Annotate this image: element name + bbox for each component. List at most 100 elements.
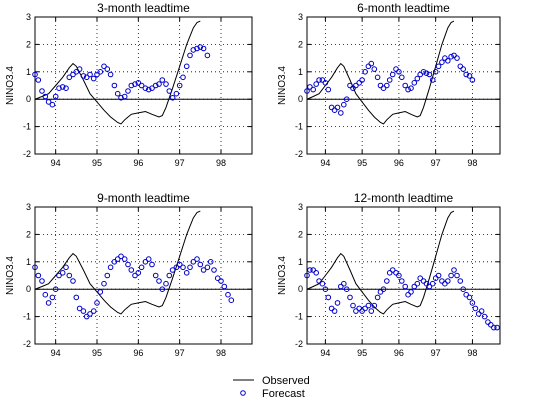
panel-1-forecast-point-1: [32, 71, 38, 78]
panel-4-forecast-point-22: [368, 308, 375, 314]
panel-4-forecast-point-25: [377, 289, 384, 295]
panel-1-forecast-point-51: [204, 52, 211, 59]
panel-1-forecast-point-50: [200, 45, 207, 52]
panel-3-forecast-point-36: [152, 272, 159, 279]
legend-forecast-swatch: [240, 390, 246, 396]
panel-1-forecast-point-42: [173, 90, 180, 97]
panel-3-forecast-point-11: [66, 272, 73, 279]
panel-3-forecast-point-12: [70, 278, 76, 284]
panel-3-forecast-point-32: [138, 264, 145, 271]
panel-4-forecast-point-21: [365, 302, 372, 309]
panel-3-forecast-point-28: [125, 261, 131, 268]
panel-1-forecast-point-28: [125, 88, 131, 94]
panel-1-forecast-point-19: [94, 71, 100, 78]
panel-4-forecast-point-46: [442, 280, 448, 287]
panel-3-forecast-point-7: [52, 286, 59, 293]
panel-2-forecast-point-51: [457, 63, 464, 70]
panel-4-forecast-point-9: [328, 305, 335, 312]
panel-3-forecast-point-19: [94, 300, 100, 306]
panel-4-forecast-point-15: [347, 294, 353, 301]
panel-3-ytick-label-2: -1: [23, 312, 31, 322]
panel-2-forecast-point-54: [466, 73, 473, 79]
panel-4-forecast-point-60: [485, 319, 491, 325]
panel-2-forecast-point-10: [331, 107, 338, 113]
panel-2-ylabel: NINO3.4: [277, 66, 288, 105]
panel-4-forecast-point-42: [429, 280, 436, 287]
panel-2-xtick-label-97: 97: [431, 158, 441, 168]
panel-3-forecast-point-47: [190, 259, 197, 265]
panel-2-forecast-point-44: [435, 63, 442, 70]
panel-4-title: 12-month leadtime: [354, 191, 454, 205]
panel-1-xtick-label-95: 95: [92, 158, 102, 168]
panel-2-ytick-label-6: 3: [298, 12, 303, 22]
panel-2-xtick-label-98: 98: [467, 158, 477, 168]
panel-1-forecast-point-18: [90, 75, 97, 82]
panel-4-forecast-point-31: [396, 272, 402, 279]
panel-4-forecast-point-54: [466, 294, 473, 301]
panel-4-forecast-point-53: [463, 291, 470, 298]
panel-1-forecast-point-32: [138, 82, 145, 89]
panel-1-forecast-point-35: [149, 85, 155, 91]
panel-4-ytick-label-4: 1: [298, 257, 303, 267]
panel-4-forecast-point-58: [478, 308, 485, 314]
panel-3-forecast-point-27: [121, 256, 128, 262]
panel-4-forecast-point-4: [313, 270, 320, 276]
panel-2-forecast-point-34: [405, 86, 411, 93]
panel-4-forecast-point-2: [307, 267, 313, 273]
panel-1-forecast-point-46: [187, 52, 193, 59]
panel-4-forecast-point-33: [402, 283, 409, 290]
panel-4-ytick-label-5: 2: [298, 229, 303, 239]
panel-3-forecast-point-41: [169, 267, 176, 273]
panel-2-forecast-point-19: [359, 77, 365, 83]
panel-2-forecast-point-52: [460, 66, 467, 72]
panel-4-forecast-point-51: [457, 278, 464, 284]
panel-2-forecast-point-5: [316, 77, 322, 83]
panel-1-title: 3-month leadtime: [97, 1, 190, 15]
panel-1-forecast-point-37: [156, 81, 162, 87]
panel-4-forecast-point-55: [469, 300, 476, 306]
panel-3-forecast-point-51: [204, 264, 211, 271]
panel-3-forecast-point-18: [90, 308, 97, 314]
panel-1-forecast-point-38: [159, 77, 166, 83]
panel-4-forecast-point-6: [319, 280, 326, 287]
panel-2-forecast-point-41: [426, 71, 433, 78]
panel-3-forecast-point-29: [128, 267, 135, 273]
panel-4-forecast-point-41: [426, 283, 433, 290]
panel-2-forecast-point-21: [365, 63, 372, 70]
panel-1-forecast-point-24: [111, 82, 118, 89]
panel-3-forecast-point-50: [200, 267, 207, 273]
panel-1-axes-frame: [34, 16, 253, 155]
panel-4-forecast-point-11: [334, 300, 341, 306]
panel-3-xtick-label-97: 97: [175, 348, 185, 358]
panel-3-forecast-point-45: [183, 270, 190, 276]
panel-1-forecast-point-4: [42, 93, 49, 100]
panel-2-forecast-point-27: [384, 82, 390, 89]
panel-1-xtick-label-94: 94: [51, 158, 61, 168]
panel-3-forecast-point-33: [142, 259, 149, 265]
panel-2-observed-line: [306, 20, 455, 125]
panel-2-title: 6-month leadtime: [357, 1, 450, 15]
panel-4: 94 95 96 97 98 -2 -1 0 1 2 3 12-month leadtime NINO3…: [277, 191, 501, 358]
panel-2-forecast-point-46: [442, 55, 448, 61]
panel-2-forecast-point-28: [386, 77, 393, 83]
panel-4-axes-frame: [306, 206, 501, 345]
panel-4-forecast-point-49: [451, 267, 457, 273]
panel-3-forecast-point-25: [114, 256, 121, 262]
panel-2-forecast-point-17: [353, 82, 359, 89]
legend-observed-label: Observed: [262, 375, 310, 387]
panel-3-forecast-point-15: [80, 308, 87, 314]
panel-2-forecast-point-30: [393, 66, 399, 72]
panel-1-forecast-point-30: [132, 81, 138, 87]
panel-4-forecast-point-14: [343, 286, 350, 293]
panel-4-xtick-label-98: 98: [467, 348, 477, 358]
panel-1-forecast-point-27: [121, 93, 128, 100]
panel-3-forecast-point-14: [76, 305, 83, 312]
panel-3-forecast-point-55: [218, 278, 224, 284]
panel-4-forecast-point-5: [316, 278, 322, 284]
panel-3-forecast-point-39: [163, 280, 169, 287]
panel-1-forecast-point-25: [114, 90, 121, 97]
panel-4-forecast-point-34: [405, 291, 411, 298]
panel-2-forecast-point-31: [396, 69, 402, 75]
panel-1-forecast-point-22: [104, 66, 111, 72]
panel-1-forecast-point-15: [80, 73, 87, 79]
